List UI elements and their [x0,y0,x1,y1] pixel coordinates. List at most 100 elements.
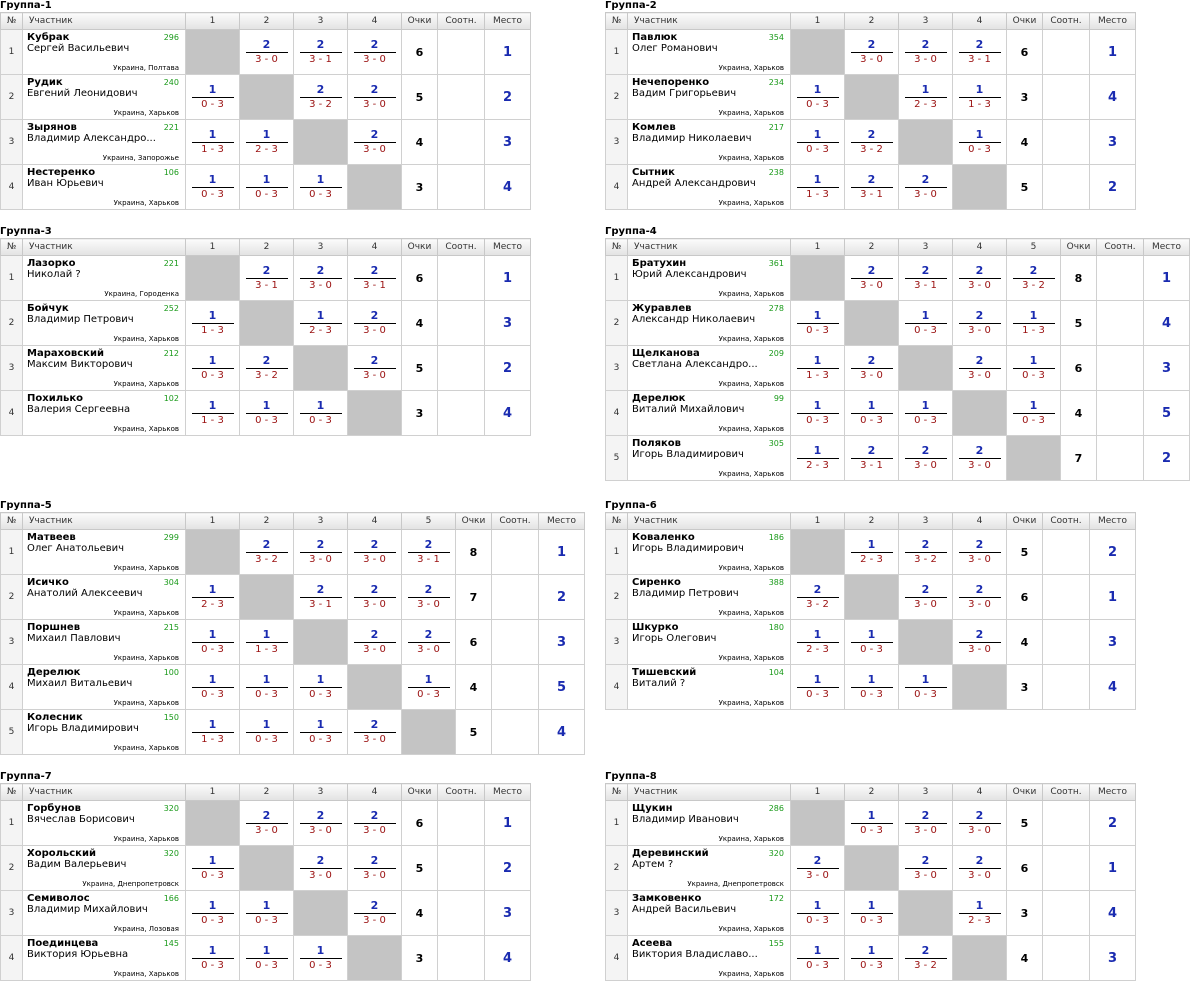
participant-cell[interactable]: Тишевский 104 Виталий ? Украина, Харьков [627,664,791,710]
col-header-opponent[interactable]: 3 [898,783,953,801]
col-header-no[interactable]: № [605,12,628,30]
col-header-no[interactable]: № [605,238,628,256]
participant-surname[interactable]: Бойчук [27,303,69,314]
col-header-place[interactable]: Место [1143,238,1190,256]
col-header-opponent[interactable]: 4 [952,12,1007,30]
col-header-ratio[interactable]: Соотн. [1042,512,1090,530]
col-header-opponent[interactable]: 5 [1006,238,1061,256]
col-header-opponent[interactable]: 4 [347,238,402,256]
col-header-opponent[interactable]: 4 [347,512,402,530]
participant-cell[interactable]: Поединцева 145 Виктория Юрьевна Украина, Ха… [22,935,186,981]
participant-surname[interactable]: Исичко [27,577,69,588]
col-header-opponent[interactable]: 4 [952,783,1007,801]
col-header-ratio[interactable]: Соотн. [437,783,485,801]
participant-cell[interactable]: Братухин 361 Юрий Александрович Украина, Ха… [627,255,791,301]
participant-cell[interactable]: Горбунов 320 Вячеслав Борисович Украина, Ха… [22,800,186,846]
participant-surname[interactable]: Нестеренко [27,167,96,178]
participant-cell[interactable]: Журавлев 278 Александр Николаевич Украина, … [627,300,791,346]
col-header-opponent[interactable]: 1 [790,12,845,30]
participant-surname[interactable]: Комлев [632,122,676,133]
col-header-opponent[interactable]: 2 [844,238,899,256]
participant-surname[interactable]: Матвеев [27,532,76,543]
participant-surname[interactable]: Замковенко [632,893,702,904]
col-header-ratio[interactable]: Соотн. [1042,783,1090,801]
col-header-opponent[interactable]: 2 [239,12,294,30]
participant-cell[interactable]: Замковенко 172 Андрей Васильевич Украина, Х… [627,890,791,936]
participant-surname[interactable]: Коваленко [632,532,695,543]
col-header-participant[interactable]: Участник [22,12,186,30]
col-header-ratio[interactable]: Соотн. [1096,238,1144,256]
participant-cell[interactable]: Поршнев 215 Михаил Павлович Украина, Харько… [22,619,186,665]
col-header-opponent[interactable]: 5 [401,512,456,530]
col-header-opponent[interactable]: 4 [347,783,402,801]
participant-cell[interactable]: Щукин 286 Владимир Иванович Украина, Харько… [627,800,791,846]
participant-cell[interactable]: Похилько 102 Валерия Сергеевна Украина, Хар… [22,390,186,436]
participant-surname[interactable]: Братухин [632,258,687,269]
col-header-opponent[interactable]: 2 [844,783,899,801]
participant-cell[interactable]: Дерелюк 100 Михаил Витальевич Украина, Харь… [22,664,186,710]
participant-cell[interactable]: Исичко 304 Анатолий Алексеевич Украина, Хар… [22,574,186,620]
col-header-points[interactable]: Очки [1060,238,1097,256]
participant-surname[interactable]: Щукин [632,803,673,814]
col-header-place[interactable]: Место [538,512,585,530]
col-header-participant[interactable]: Участник [627,238,791,256]
col-header-place[interactable]: Место [1089,512,1136,530]
col-header-place[interactable]: Место [484,238,531,256]
participant-cell[interactable]: Кубрак 296 Сергей Васильевич Украина, Полта… [22,29,186,75]
participant-cell[interactable]: Матвеев 299 Олег Анатольевич Украина, Харьк… [22,529,186,575]
col-header-place[interactable]: Место [484,783,531,801]
col-header-opponent[interactable]: 1 [790,238,845,256]
col-header-opponent[interactable]: 3 [898,12,953,30]
participant-surname[interactable]: Семиволос [27,893,90,904]
participant-surname[interactable]: Шкурко [632,622,679,633]
col-header-opponent[interactable]: 2 [239,512,294,530]
